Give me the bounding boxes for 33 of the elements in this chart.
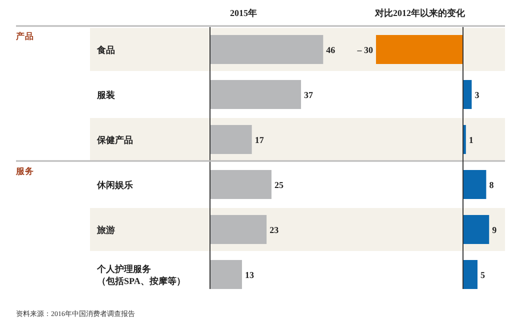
bar [463, 215, 490, 244]
bar [463, 170, 486, 199]
bar [210, 215, 267, 244]
y-tick-label: 旅游 [96, 225, 115, 235]
data-label: 5 [480, 270, 486, 280]
y-tick-label: 服装 [96, 90, 116, 100]
data-label: 46 [326, 45, 336, 55]
data-label: 3 [474, 90, 480, 100]
bar [376, 35, 463, 64]
text: 服务 [15, 166, 34, 176]
data-label: 25 [274, 180, 284, 190]
data-label: 23 [270, 225, 280, 235]
data-label: 9 [492, 225, 498, 235]
y-tick-label: 休闲娱乐 [96, 180, 133, 190]
bar [210, 170, 272, 199]
bar [210, 125, 252, 154]
data-label: 13 [244, 270, 254, 280]
data-label: – 30 [356, 45, 374, 55]
y-tick-label: 食品 [96, 45, 115, 55]
y-tick-label: 保健产品 [96, 135, 133, 145]
chart-title: 2015年 [230, 8, 257, 18]
text: 产品 [15, 31, 34, 41]
y-tick-label: 个人护理服务（包括SPA、按摩等） [96, 264, 186, 286]
bar [210, 35, 324, 64]
data-label: 1 [468, 135, 474, 145]
data-label: 8 [489, 180, 494, 190]
chart-title: 对比2012年以来的变化 [374, 8, 466, 18]
bar [463, 260, 478, 289]
data-label: 17 [254, 135, 264, 145]
data-label: 37 [304, 90, 314, 100]
bar [210, 260, 242, 289]
bar [210, 80, 302, 109]
bar [463, 80, 472, 109]
